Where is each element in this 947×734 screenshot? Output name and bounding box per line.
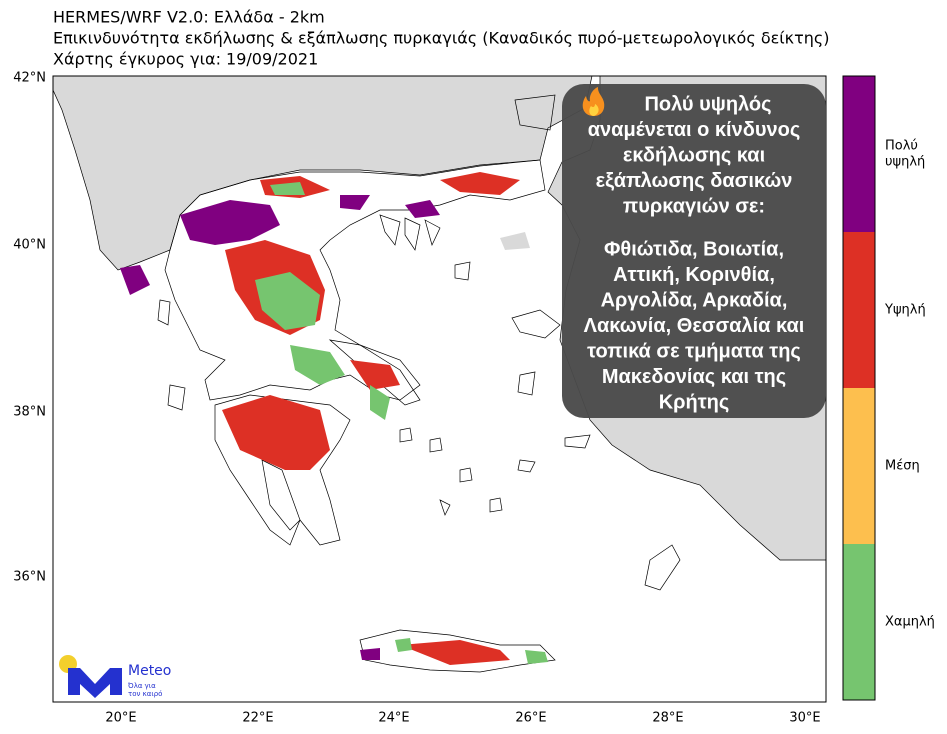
legend-swatch [843,544,875,700]
lat-labels: 42°N 40°N 38°N 36°N [13,71,46,585]
legend-label: Χαμηλή [885,615,935,630]
legend-label: υψηλή [885,155,925,170]
fire-risk-area [261,459,301,531]
legend-label: Μέση [885,459,920,474]
annotation-line: Αττική, Κορινθία, [613,264,775,286]
annotation-line: τοπικά σε τμήματα της [587,340,801,362]
colorbar-frame [842,75,876,701]
greece-land [120,94,681,673]
lat-label: 36°N [13,570,46,585]
lat-label: 42°N [13,71,46,86]
legend-label: Πολύ [885,139,918,154]
lon-label: 22°E [242,711,273,726]
annotation-line: Πολύ υψηλός [644,93,771,115]
annotation-line: εξάπλωσης δασικών [596,170,793,192]
annotation: Πολύ υψηλός αναμένεται ο κίνδυνος εκδήλωση… [562,84,826,418]
fire-risk-area [370,385,412,652]
lon-label: 26°E [515,711,546,726]
lon-label: 28°E [652,711,683,726]
fire-risk-area [454,94,591,449]
logo-name: Meteo [128,663,171,679]
lat-label: 38°N [13,405,46,420]
logo: Meteo Όλα για τον καιρό [59,655,171,698]
fire-risk-area [157,299,536,516]
annotation-line: Μακεδονίας και της [602,366,786,388]
fire-risk-area [644,544,681,591]
lon-label: 20°E [105,711,136,726]
annotation-line: Φθιώτιδα, Βοιωτία, [604,238,784,260]
annotation-line: αναμένεται ο κίνδυνος [588,119,800,141]
annotation-line: Αργολίδα, Αρκαδία, [601,289,788,311]
legend-swatch [843,76,875,232]
logo-tagline: τον καιρό [128,690,162,698]
annotation-line: εκδήλωσης και [623,144,765,166]
fire-icon [582,87,605,116]
title: HERMES/WRF V2.0: Ελλάδα - 2km [53,8,325,27]
logo-tagline: Όλα για [127,682,156,690]
legend-swatch [843,388,875,544]
annotation-box [562,84,826,418]
lon-label: 24°E [378,711,409,726]
legend-label: Υψηλή [884,303,926,318]
annotation-line: Κρήτης [659,391,730,413]
annotation-line: Λακωνία, Θεσσαλία και [584,315,805,337]
fire-risk-area [379,214,441,251]
legend-swatch [843,232,875,388]
valid-date: Χάρτης έγκυρος για: 19/09/2021 [53,50,318,69]
fire-risk-area [214,394,351,546]
fire-risk-area [511,309,561,339]
land-marmara [500,232,530,250]
subtitle: Επικινδυνότητα εκδήλωσης & εξάπλωσης πυρ… [53,29,830,48]
lon-labels: 20°E 22°E 24°E 26°E 28°E 30°E [105,711,820,726]
lon-label: 30°E [789,711,820,726]
annotation-line: πυρκαγιών σε: [623,195,765,217]
lat-label: 40°N [13,238,46,253]
